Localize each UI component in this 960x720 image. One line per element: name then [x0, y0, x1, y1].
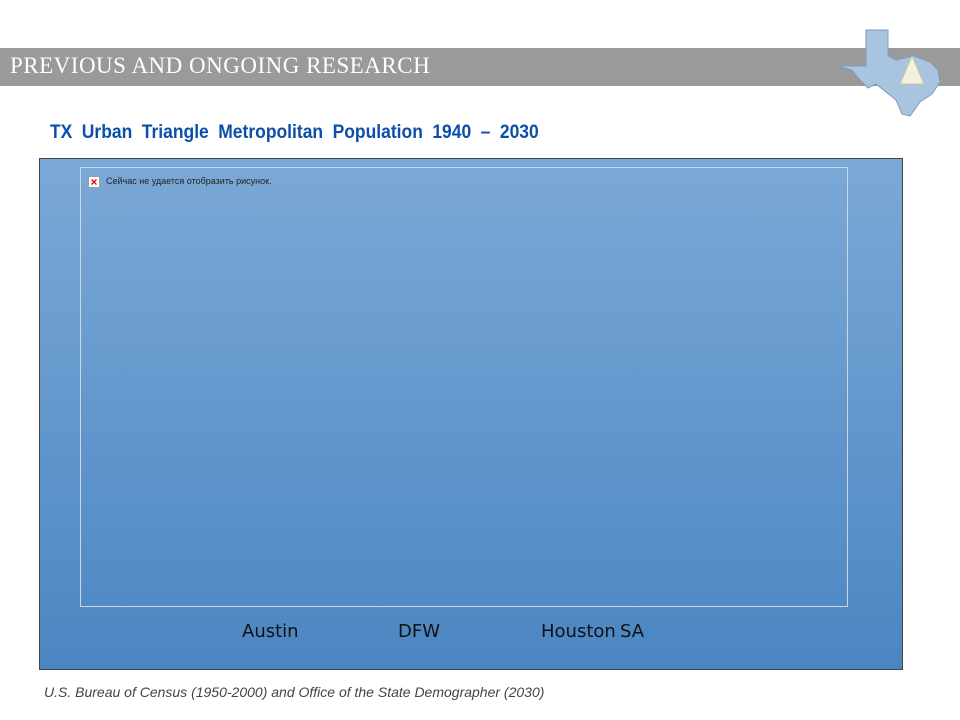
texas-triangle-logo [837, 29, 941, 117]
broken-image-icon [88, 176, 100, 188]
category-label-houston: Houston [541, 621, 616, 642]
category-label-dfw: DFW [398, 621, 441, 642]
category-label-sa: SA [620, 621, 645, 642]
slide-title: TX Urban Triangle Metropolitan Populatio… [50, 122, 539, 143]
category-label-austin: Austin [242, 621, 299, 642]
header-title: Previous and Ongoing Research [10, 53, 431, 78]
chart-panel [39, 158, 903, 670]
missing-image-frame [80, 167, 848, 607]
header-bar [0, 48, 960, 86]
broken-image-message: Сейчас не удается отобразить рисунок. [106, 176, 272, 186]
source-note: U.S. Bureau of Census (1950-2000) and Of… [44, 684, 545, 700]
